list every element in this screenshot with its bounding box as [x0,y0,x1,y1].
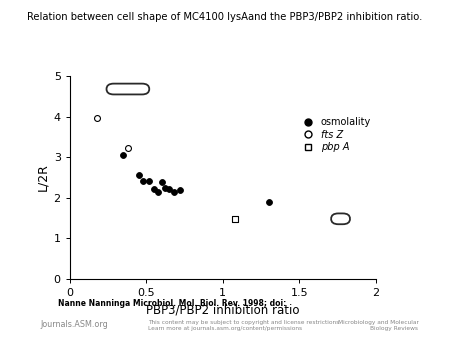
Text: Relation between cell shape of MC4100 lysAand the PBP3/PBP2 inhibition ratio.: Relation between cell shape of MC4100 ly… [27,12,423,22]
Text: Nanne Nanninga Microbiol. Mol. Biol. Rev. 1998; doi:: Nanne Nanninga Microbiol. Mol. Biol. Rev… [58,299,287,308]
Text: Microbiology and Molecular
Biology Reviews: Microbiology and Molecular Biology Revie… [338,320,418,331]
Point [155,189,162,194]
Point [166,186,173,192]
Y-axis label: L/2R: L/2R [36,164,50,191]
Point [265,199,272,204]
Point [135,173,142,178]
Point [161,185,168,190]
Legend: osmolality, fts Z, pbp A: osmolality, fts Z, pbp A [298,117,371,152]
Point [146,178,153,184]
X-axis label: PBP3/PBP2 inhibition ratio: PBP3/PBP2 inhibition ratio [146,304,300,316]
Point [124,146,131,151]
Point [140,178,147,184]
Point [120,152,127,158]
Text: Journals.ASM.org: Journals.ASM.org [40,320,108,330]
Point [158,179,165,185]
Point [176,188,184,193]
Point [150,186,158,192]
Point [94,115,101,121]
Point [170,189,177,194]
Point [231,216,239,221]
Text: This content may be subject to copyright and license restrictions.
Learn more at: This content may be subject to copyright… [148,320,342,331]
